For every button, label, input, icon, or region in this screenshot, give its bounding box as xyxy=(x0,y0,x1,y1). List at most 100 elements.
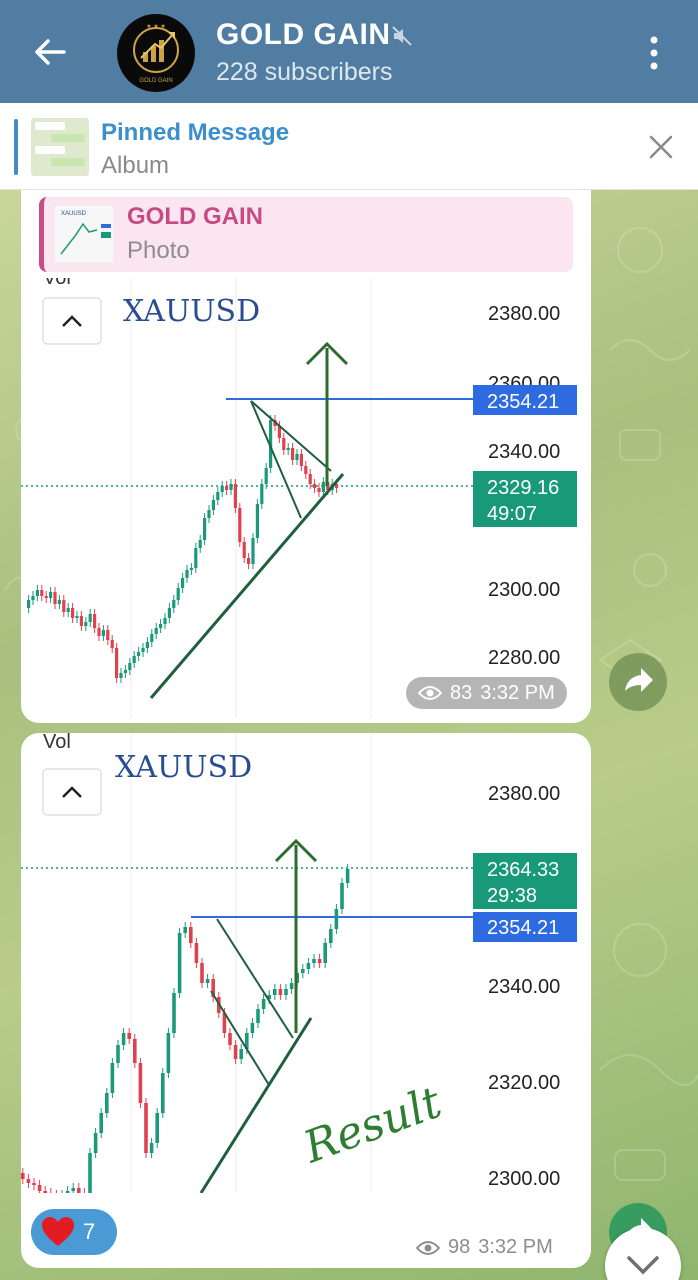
level-price: 2354.21 xyxy=(487,391,559,413)
candle xyxy=(260,484,264,504)
view-count: 83 xyxy=(450,681,473,704)
chart-image[interactable]: Vol XAUUSD 2380.00 2340.00 2320.00 2300.… xyxy=(21,733,591,1208)
pinned-message-bar[interactable]: Pinned Message Album xyxy=(0,103,698,190)
pennant-lower xyxy=(210,990,270,1086)
scroll-down-button[interactable] xyxy=(605,1228,681,1280)
candle xyxy=(189,927,193,943)
candle xyxy=(101,630,105,636)
eye-icon xyxy=(418,686,442,700)
candle xyxy=(53,592,57,604)
pennant-upper xyxy=(250,400,332,472)
chart-image[interactable]: Vol XAUUSD 2380.00 2360.00 2340.00 2300.… xyxy=(21,267,591,718)
candle xyxy=(71,608,75,618)
current-price-badge xyxy=(473,471,577,527)
candle xyxy=(121,1033,126,1045)
candle xyxy=(278,989,283,995)
candle xyxy=(181,578,185,588)
candle xyxy=(277,426,281,438)
candle xyxy=(71,1188,75,1191)
candle xyxy=(286,448,290,450)
candle xyxy=(66,608,70,612)
symbol-label: XAUUSD xyxy=(115,750,252,785)
candle xyxy=(207,510,211,518)
more-vertical-icon[interactable] xyxy=(644,34,664,74)
candle xyxy=(77,1188,81,1193)
candle xyxy=(159,624,163,628)
candle xyxy=(335,484,339,488)
candle xyxy=(155,1113,159,1143)
candle xyxy=(194,943,199,963)
message-time: 3:32 PM xyxy=(480,681,555,704)
candle xyxy=(43,1191,47,1193)
candlesticks xyxy=(27,415,339,683)
candle xyxy=(211,979,215,997)
candle xyxy=(110,640,114,648)
current-price: 2329.16 xyxy=(487,477,559,499)
back-arrow-icon[interactable] xyxy=(30,32,70,72)
candle xyxy=(345,869,350,883)
candle xyxy=(228,1033,232,1045)
countdown: 29:38 xyxy=(487,885,537,907)
channel-header: ★ ★ ★ GOLD GAIN GOLD GAIN 228 subscriber… xyxy=(0,0,698,103)
reaction-badge[interactable]: 7 xyxy=(31,1209,117,1255)
candle xyxy=(119,673,123,678)
candle xyxy=(150,634,154,642)
candle xyxy=(35,590,39,596)
price-label: 2320.00 xyxy=(488,1072,560,1094)
chevron-up-icon xyxy=(62,315,82,327)
candle xyxy=(250,1023,255,1033)
candle xyxy=(340,883,344,909)
candle xyxy=(132,656,136,663)
forward-button[interactable] xyxy=(609,653,667,711)
channel-title[interactable]: GOLD GAIN xyxy=(216,18,391,51)
candle xyxy=(185,570,189,578)
candle xyxy=(144,1103,148,1153)
message-bubble[interactable]: XAUUSD GOLD GAIN Photo Vol XAUUSD 238 xyxy=(21,190,591,723)
candle xyxy=(116,1045,120,1063)
level-price: 2354.21 xyxy=(487,917,559,939)
heart-icon xyxy=(42,1217,74,1246)
candle xyxy=(334,909,339,929)
price-label: 2340.00 xyxy=(488,441,560,463)
candle xyxy=(225,486,229,490)
candle xyxy=(329,929,333,943)
candle xyxy=(40,590,44,596)
candle xyxy=(183,927,187,933)
candle xyxy=(233,1045,238,1059)
reply-thumbnail: XAUUSD xyxy=(54,205,114,263)
current-price-badge xyxy=(473,853,577,909)
candle xyxy=(313,484,317,488)
message-meta: 98 3:32 PM xyxy=(416,1236,553,1259)
candle xyxy=(238,508,242,542)
candle xyxy=(110,1063,115,1093)
candle xyxy=(75,616,79,618)
candle xyxy=(203,518,207,540)
candle xyxy=(291,448,295,460)
candle xyxy=(308,474,312,484)
candle xyxy=(222,1013,227,1033)
close-icon[interactable] xyxy=(648,134,674,160)
candle xyxy=(172,993,176,1033)
price-label: 2280.00 xyxy=(488,647,560,669)
candle xyxy=(141,648,145,652)
candle xyxy=(62,600,66,612)
reply-preview[interactable]: XAUUSD GOLD GAIN Photo xyxy=(39,197,573,272)
candle xyxy=(317,488,321,492)
pennant-lower xyxy=(250,400,302,519)
candle xyxy=(128,663,132,670)
candle xyxy=(97,628,101,636)
candle xyxy=(229,484,233,490)
candle xyxy=(299,454,303,466)
candle xyxy=(267,995,271,999)
candlesticks xyxy=(21,864,350,1208)
candle xyxy=(88,1153,92,1203)
candle xyxy=(261,999,266,1009)
chevron-up-icon xyxy=(62,786,82,798)
trendline xyxy=(149,473,345,699)
candle xyxy=(269,420,273,468)
candle xyxy=(93,1133,98,1153)
collapse-button xyxy=(42,768,102,816)
message-bubble[interactable]: Vol XAUUSD 2380.00 2340.00 2320.00 2300.… xyxy=(21,733,591,1268)
candle xyxy=(239,1049,243,1059)
channel-avatar[interactable]: ★ ★ ★ GOLD GAIN xyxy=(117,14,195,92)
